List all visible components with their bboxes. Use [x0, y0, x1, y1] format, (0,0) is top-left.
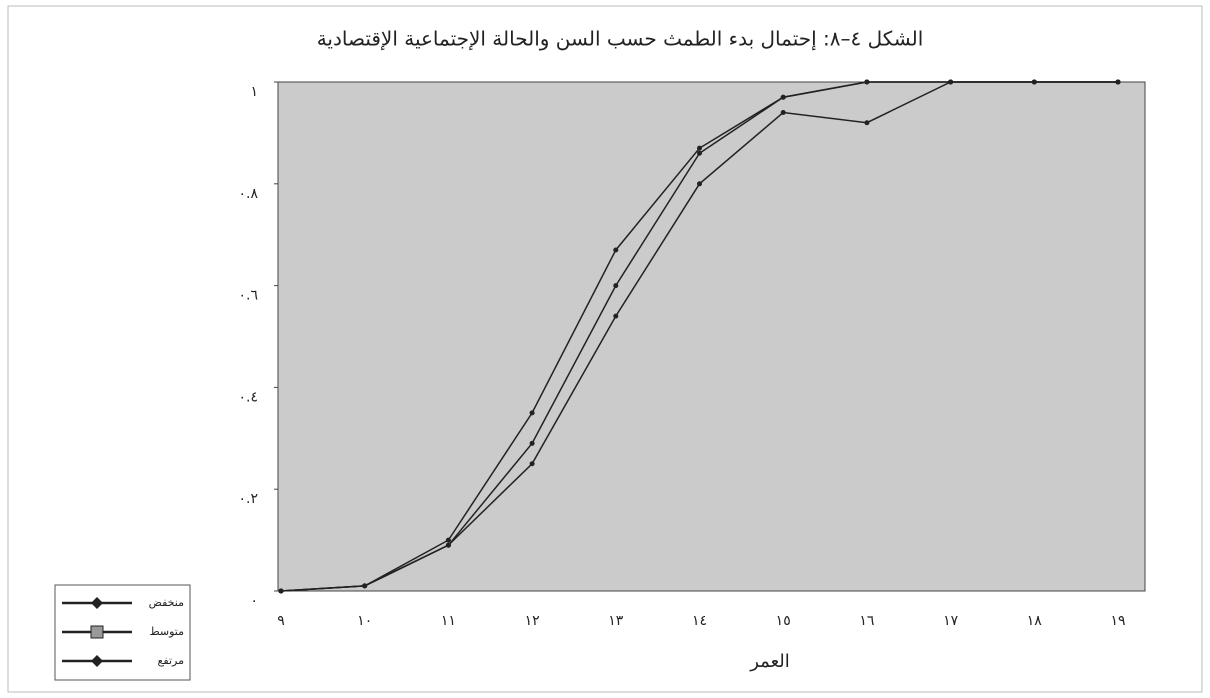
point — [948, 79, 954, 85]
x-tick-label: ١١ — [441, 613, 456, 629]
point — [613, 283, 619, 289]
legend-label: مرتفع — [158, 654, 185, 667]
y-tick-label: ١ — [250, 84, 258, 100]
x-tick-label: ١٢ — [525, 613, 540, 629]
point — [529, 461, 535, 467]
x-tick-label: ١٤ — [692, 613, 707, 629]
y-tick-label: ٠.٨ — [239, 186, 259, 202]
point — [780, 94, 786, 100]
x-tick-label: ١٦ — [859, 613, 874, 629]
x-tick-label: ١٣ — [608, 613, 624, 629]
point — [445, 537, 451, 543]
x-tick-label: ١٩ — [1110, 613, 1125, 629]
point — [1031, 79, 1037, 85]
point — [445, 542, 451, 548]
point — [697, 181, 702, 187]
point — [697, 150, 702, 156]
point — [529, 440, 535, 446]
y-tick-label: ٠ — [250, 593, 258, 609]
legend-label: متوسط — [149, 625, 184, 638]
x-tick-label: ١٥ — [776, 613, 791, 629]
point — [864, 79, 870, 85]
point — [697, 145, 702, 151]
point — [613, 247, 619, 253]
y-tick-label: ٠.٢ — [239, 491, 259, 507]
point — [1115, 79, 1121, 85]
point — [362, 583, 368, 589]
point — [278, 588, 284, 594]
legend-marker — [90, 625, 104, 639]
legend-marker — [91, 597, 103, 609]
x-tick-label: ١٠ — [357, 613, 372, 629]
x-axis-label: العمر — [749, 651, 790, 672]
legend-marker — [91, 655, 103, 667]
point — [529, 410, 535, 416]
chart-title: الشكل ٤–٨: إحتمال بدء الطمث حسب السن وال… — [317, 27, 924, 52]
point — [864, 120, 870, 126]
y-tick-label: ٠.٦ — [239, 288, 259, 304]
x-tick-label: ١٧ — [943, 613, 959, 629]
legend-label: منخفض — [149, 596, 184, 609]
point — [613, 313, 619, 319]
y-tick-label: ٠.٤ — [239, 389, 259, 405]
x-tick-label: ٩ — [277, 613, 285, 629]
plot-area — [277, 81, 1146, 592]
point — [780, 110, 786, 116]
x-tick-label: ١٨ — [1027, 613, 1043, 629]
